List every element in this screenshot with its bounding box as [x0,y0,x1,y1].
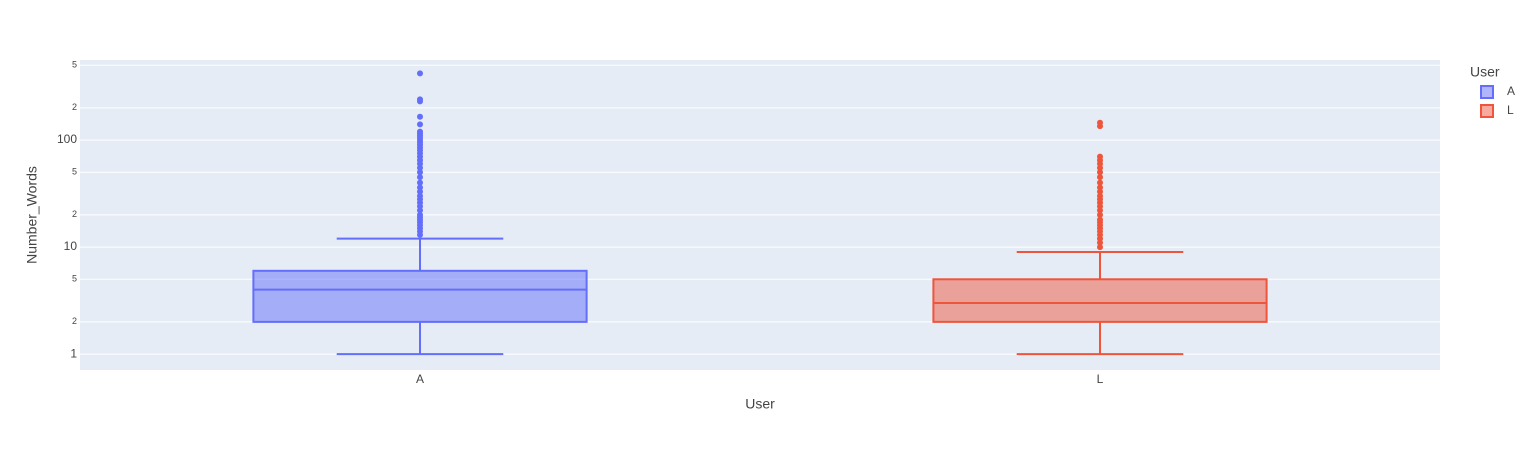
outlier [1097,184,1103,191]
outlier [417,174,423,181]
y-tick-label: 10 [64,239,78,253]
marks [252,70,1268,356]
outlier [1097,193,1103,200]
y-tick-label: 1 [70,346,77,360]
legend-label[interactable]: A [1507,84,1515,98]
legend-label[interactable]: L [1507,103,1514,117]
outlier [417,211,423,218]
outlier [1097,179,1103,186]
outlier [417,169,423,176]
legend-title: User [1470,64,1500,80]
outlier [1097,153,1103,160]
outlier [417,96,423,103]
y-axis-title: Number_Words [24,166,40,264]
y-tick-label: 2 [72,102,77,112]
outlier [417,113,423,120]
y-tick-label: 5 [72,167,77,177]
outlier [417,184,423,191]
legend-swatch[interactable] [1480,85,1494,99]
outlier [417,179,423,186]
y-tick-label: 2 [72,316,77,326]
outlier [417,121,423,128]
y-tick-label: 5 [72,60,77,70]
box [252,269,588,323]
outlier [1097,216,1103,223]
outlier [1097,169,1103,176]
y-tick-label: 100 [57,132,77,146]
box [932,278,1268,323]
outlier [1097,174,1103,181]
y-tick-label: 5 [72,274,77,284]
legend-swatch[interactable] [1480,104,1494,118]
outlier [1097,244,1103,251]
outlier [1097,211,1103,218]
y-tick-label: 2 [72,209,77,219]
x-axis-title: User [745,396,775,412]
outlier [417,128,423,135]
outlier [1097,119,1103,126]
x-tick-label: A [416,372,424,386]
outlier [417,70,423,77]
x-tick-label: L [1097,372,1104,386]
outlier [417,193,423,200]
